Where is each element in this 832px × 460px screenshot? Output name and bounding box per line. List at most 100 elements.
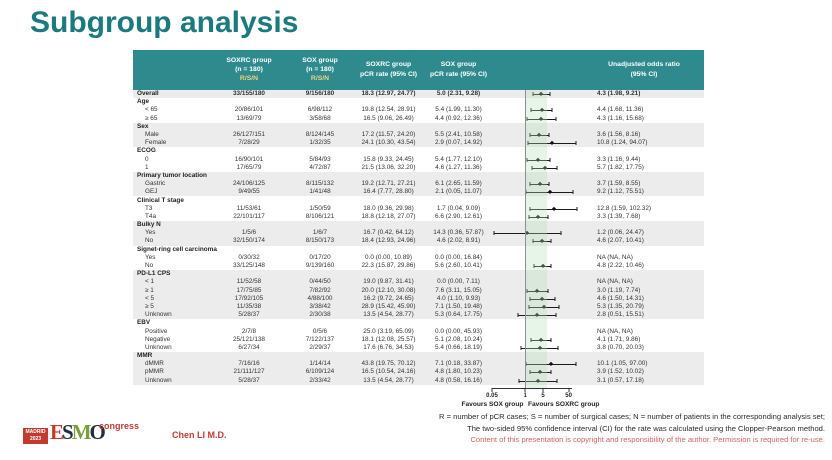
row-value: 10.8 (1.24, 94.07): [597, 139, 648, 147]
row-label: Age: [137, 98, 150, 106]
row-value: 13.5 (4.54, 28.77): [363, 376, 414, 384]
footnote-definitions: R = number of pCR cases; S = number of s…: [439, 412, 825, 421]
row-value: 8/106/121: [305, 212, 335, 220]
row-value: 1.2 (0.06, 24.47): [597, 229, 644, 237]
row-value: 7/16/16: [238, 360, 260, 368]
row-value: 5.4 (1.99, 11.30): [435, 106, 482, 114]
favours-sox-label: Favours SOX group: [461, 401, 524, 408]
ci-cap-low: [532, 92, 534, 97]
row-value: 4.3 (1.16, 15.68): [597, 114, 644, 122]
row-value: 1/14/14: [309, 360, 331, 368]
row-label: Negative: [145, 335, 171, 343]
table-row: ECOG: [133, 147, 704, 155]
point-estimate-marker: [536, 157, 541, 162]
row-value: 0/17/20: [309, 253, 331, 261]
point-estimate-marker: [539, 116, 544, 121]
forest-cell: [492, 246, 584, 254]
point-estimate-marker: [537, 345, 543, 351]
row-value: 16.4 (7.77, 28.80): [363, 188, 414, 196]
ci-cap-high: [550, 337, 552, 342]
row-value: 8/124/145: [305, 131, 335, 139]
row-value: 16.5 (9.06, 26.49): [363, 114, 414, 122]
row-value: 4.6 (1.50, 14.31): [597, 294, 644, 302]
row-value: 0.0 (0.00, 45.93): [435, 327, 482, 335]
row-value: NA (NA, NA): [597, 278, 633, 286]
footnote-method: The two-sided 95% confidence interval (C…: [467, 423, 825, 433]
row-value: 10.1 (1.05, 97.00): [597, 360, 648, 368]
row-value: 18.0 (9.36, 29.98): [363, 204, 414, 212]
ci-cap-high: [548, 182, 550, 187]
row-label: Unknown: [145, 311, 172, 319]
table-row: < 65 20/86/101 6/98/112 19.8 (12.54, 28.91)…: [133, 106, 704, 114]
row-label: Bulky N: [137, 221, 161, 229]
row-label: ≥ 65: [145, 114, 158, 122]
row-label: Yes: [145, 229, 156, 237]
forest-cell: [492, 180, 584, 188]
row-value: 1/32/35: [309, 139, 331, 147]
point-estimate-marker: [551, 206, 556, 211]
row-value: 11/53/61: [236, 204, 262, 212]
row-value: 5.6 (2.60, 10.41): [435, 262, 482, 270]
row-value: 9/156/180: [305, 90, 335, 98]
forest-cell: [492, 311, 584, 319]
row-value: 16.7 (0.42, 64.12): [363, 229, 414, 237]
forest-cell: [492, 98, 584, 106]
point-estimate-marker: [534, 312, 539, 318]
row-value: 25/121/138: [233, 335, 265, 343]
presenter-name: Chen LI M.D.: [172, 430, 227, 440]
row-value: 3.3 (1.39, 7.68): [597, 212, 641, 220]
ci-cap-high: [550, 239, 552, 244]
row-value: 19.8 (12.54, 28.91): [361, 106, 416, 114]
table-row: ≥ 5 11/35/38 3/38/42 28.9 (15.42, 45.90) 7.1…: [133, 302, 704, 312]
row-value: 6/109/124: [305, 368, 335, 376]
row-label: ≥ 5: [145, 302, 154, 310]
row-label: pMMR: [145, 368, 164, 376]
row-label: 1: [145, 163, 149, 171]
forest-cell: [492, 123, 584, 131]
ci-cap-low: [493, 231, 495, 236]
row-value: 7.6 (3.11, 15.05): [435, 286, 482, 294]
row-value: 18.8 (12.18, 27.07): [361, 212, 416, 220]
table-row: < 5 17/92/105 4/88/100 16.2 (9.72, 24.65) 4.…: [133, 294, 704, 303]
row-value: 20.0 (12.10, 30.08): [361, 286, 416, 294]
table-row: dMMR 7/16/16 1/14/14 43.8 (19.75, 70.12) 7.1…: [133, 360, 704, 369]
ci-cap-high: [556, 378, 558, 383]
row-label: Primary tumor location: [137, 171, 207, 179]
table-row: T3 11/53/61 1/50/59 18.0 (9.36, 29.98) 1.7 (…: [133, 205, 704, 213]
forest-cell: [492, 115, 584, 123]
table-row: Bulky N: [133, 221, 704, 230]
row-label: dMMR: [145, 360, 164, 368]
row-value: 4.6 (2.07, 10.41): [597, 237, 644, 245]
table-row: Unknown 5/28/37 2/33/42 13.5 (4.54, 28.77) 4…: [133, 376, 704, 385]
axis-tick: [568, 388, 570, 392]
forest-axis-line: [492, 388, 573, 389]
row-value: 8/150/173: [305, 237, 335, 245]
forest-cell: [492, 196, 584, 204]
row-label: Unknown: [145, 343, 172, 351]
row-label: < 65: [145, 106, 158, 114]
row-value: 18.1 (12.08, 25.57): [361, 335, 416, 343]
table-row: Clinical T stage: [133, 196, 704, 204]
table-row: ≥ 1 17/75/85 7/82/92 20.0 (12.10, 30.08) 7.6…: [133, 286, 704, 295]
row-value: 21.5 (13.06, 32.20): [361, 163, 416, 171]
header-sox-pcr: SOX group pCR rate (95% CI): [429, 61, 488, 78]
row-label: 0: [145, 155, 149, 163]
madrid-2023-badge: MADRID 2023: [23, 428, 48, 444]
table-row: Sex: [133, 122, 704, 131]
ci-cap-high: [547, 288, 549, 293]
row-value: 6/98/112: [307, 106, 333, 114]
ci-cap-low: [526, 116, 528, 121]
ci-cap-low: [528, 214, 530, 219]
ci-cap-low: [529, 182, 531, 187]
table-row: T4a 22/101/117 8/106/121 18.8 (12.18, 27.07…: [133, 213, 704, 221]
axis-tick-label: 50: [565, 393, 572, 399]
row-value: 17.2 (11.57, 24.20): [361, 131, 416, 139]
table-row: No 33/125/148 9/139/160 22.3 (15.87, 29.86)…: [133, 262, 704, 270]
ci-cap-high: [549, 157, 551, 162]
forest-cell: [492, 278, 584, 286]
row-value: 4/72/87: [309, 163, 331, 171]
axis-tick-label: 1: [523, 393, 527, 399]
row-value: 4.3 (1.98, 9.21): [597, 90, 641, 98]
ci-cap-high: [576, 206, 578, 211]
row-value: 21/111/127: [233, 368, 265, 376]
